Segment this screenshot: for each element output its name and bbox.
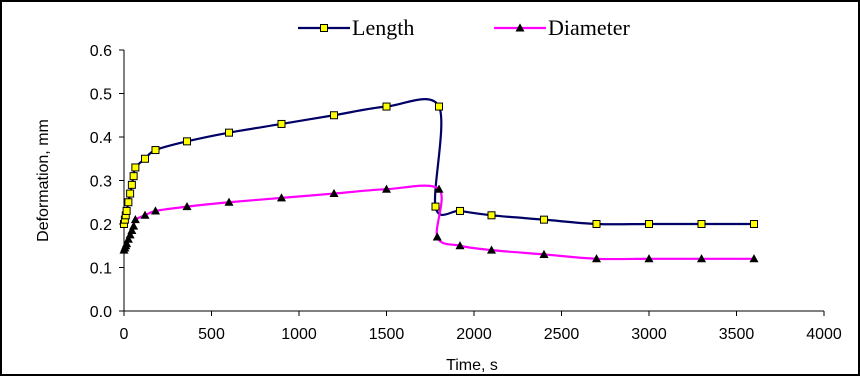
data-point-diameter [434,184,444,193]
data-point-length [431,202,440,211]
data-point-length [126,189,135,198]
y-tick-label: 0.3 [90,174,112,191]
data-point-diameter [123,234,133,243]
legend-label-length: Length [352,15,414,40]
data-point-diameter [150,206,161,215]
data-point-length [382,102,391,111]
data-point-diameter [696,254,707,263]
data-point-length [141,154,149,163]
x-tick-label: 2500 [544,326,580,343]
y-tick-label: 0.5 [90,87,112,104]
data-point-length [592,220,601,228]
data-point-diameter [127,225,137,235]
data-point-length [122,206,131,215]
x-tick-label: 1000 [281,326,317,343]
data-point-length [225,128,233,137]
data-point-diameter [381,184,392,193]
legend-item-length: Length [298,15,414,40]
x-axis-title: Time, s [446,357,498,374]
data-point-length [540,215,548,224]
data-point-length [129,172,138,181]
data-point-diameter [130,215,140,224]
data-point-diameter [539,249,549,258]
x-tick-label: 2000 [456,326,492,343]
data-point-diameter [224,197,234,206]
x-tick-label: 0 [120,326,129,343]
data-point-length [127,180,136,189]
legend: Length Diameter [298,15,631,40]
data-point-diameter [140,210,150,219]
data-point-length [151,146,160,155]
data-point-diameter [432,232,442,241]
data-point-diameter [182,201,192,211]
data-point-diameter [129,221,139,230]
y-tick-label: 0.1 [90,261,112,278]
data-point-length [124,198,133,207]
y-axis-title: Deformation, mm [35,119,52,242]
x-tick-label: 1500 [369,326,405,343]
data-point-diameter [486,245,497,254]
series-length [120,98,758,228]
data-point-diameter [125,230,135,239]
data-point-diameter [122,238,132,248]
data-point-diameter [591,254,602,263]
data-point-length [697,220,706,228]
data-point-diameter [749,254,759,263]
y-tick-label: 0.0 [90,304,112,321]
data-point-diameter [329,188,339,198]
data-point-length [330,111,338,120]
y-tick-label: 0.6 [90,43,112,60]
legend-marker-length [320,24,328,32]
data-point-diameter [644,254,654,263]
legend-label-diameter: Diameter [548,15,631,40]
data-point-length [487,211,496,220]
series-diameter [119,184,759,263]
legend-marker-diameter [515,23,525,32]
data-point-length [131,163,140,172]
x-tick-label: 3500 [719,326,755,343]
y-tick-label: 0.4 [90,130,112,147]
data-point-length [277,119,286,128]
y-tick-label: 0.2 [90,217,112,234]
x-tick-label: 3000 [631,326,667,343]
data-point-diameter [455,241,465,250]
data-point-length [456,206,464,215]
data-point-diameter [276,193,287,202]
series-layer [119,98,759,263]
axes: 0 500 1000 1500 2000 2500 3000 3500 4000 0.0 0.1 0.… [90,43,842,343]
data-point-length [435,102,443,111]
x-tick-label: 500 [198,326,225,343]
data-point-length [645,220,653,228]
legend-item-diameter: Diameter [494,15,631,40]
x-tick-label: 4000 [806,326,842,343]
data-point-length [750,220,758,228]
data-point-length [183,137,191,146]
